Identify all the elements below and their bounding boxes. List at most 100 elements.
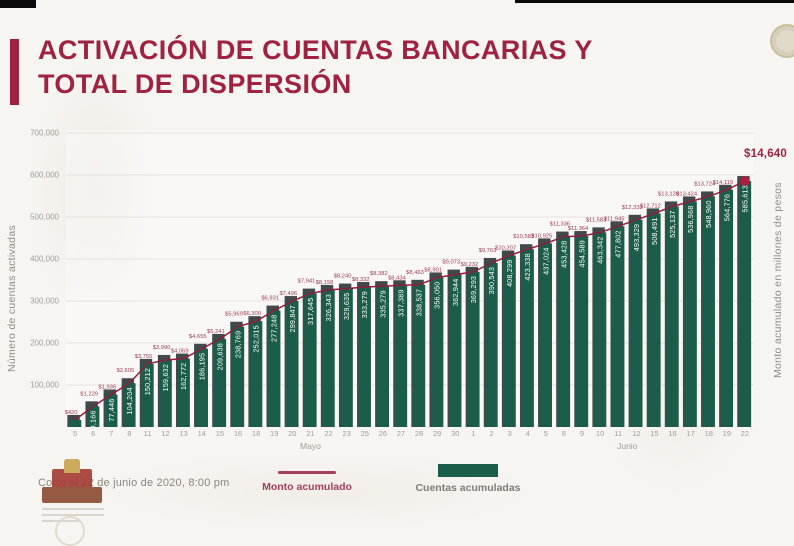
- bar-value-label: 338,537: [415, 289, 424, 316]
- x-axis-tick-label: 29: [433, 429, 441, 438]
- monto-point-label: $2,605: [117, 368, 135, 374]
- monto-point-label: $13,128: [658, 191, 679, 197]
- y-axis-tick-label: 400,000: [30, 255, 59, 264]
- bar-cuentas: [231, 326, 245, 427]
- bar-value-label: 238,769: [234, 331, 243, 358]
- monto-point-label: $6,300: [243, 311, 261, 317]
- monto-point-label: $8,240: [334, 274, 352, 280]
- page-title: ACTIVACIÓN DE CUENTAS BANCARIAS Y TOTAL D…: [38, 34, 698, 102]
- x-axis-tick-label: 11: [614, 429, 622, 438]
- bar-cuentas: [575, 236, 589, 427]
- bar-cuentas: [467, 271, 480, 427]
- monto-point-label: $4,655: [189, 334, 207, 340]
- x-axis-tick-label: 7: [109, 429, 113, 438]
- monto-line: [74, 180, 746, 421]
- bar-cuentas: [177, 358, 190, 427]
- x-axis-tick-label: 22: [741, 429, 749, 438]
- bar-cuentas: [430, 277, 444, 427]
- x-axis-tick-label: 14: [198, 429, 206, 438]
- x-axis-tick-label: 1: [471, 429, 475, 438]
- x-axis-tick-label: 20: [288, 429, 296, 438]
- y-axis-label-right: Monto acumulado en millones de pesos: [772, 182, 784, 378]
- x-axis-tick-label: 12: [161, 429, 169, 438]
- monto-point-label: $9,763: [479, 248, 497, 254]
- x-axis-tick-label: 9: [580, 429, 584, 438]
- bar-cuentas: [249, 321, 263, 427]
- monto-point-label: $8,332: [352, 277, 370, 283]
- bar-cuentas: [159, 359, 172, 427]
- monto-point-label: $5,969: [225, 312, 243, 318]
- monto-point-label: $1,936: [98, 384, 116, 390]
- monto-point-label: $10,925: [531, 233, 552, 239]
- x-axis-tick-label: 5: [544, 429, 548, 438]
- x-axis-tick-label: 26: [379, 429, 387, 438]
- bar-value-label: 362,944: [451, 279, 460, 306]
- bar-cuentas: [738, 181, 752, 427]
- bar-value-label: 299,847: [288, 305, 297, 332]
- x-axis-tick-label: 19: [270, 429, 278, 438]
- x-axis-tick-label: 18: [705, 429, 713, 438]
- x-axis-tick-label: 21: [306, 429, 314, 438]
- x-axis-tick-label: 5: [73, 429, 77, 438]
- x-axis-tick-label: 3: [507, 429, 511, 438]
- bar-value-label: 463,342: [596, 236, 605, 263]
- x-axis-tick-label: 27: [397, 429, 405, 438]
- bar-value-label: 564,776: [722, 194, 731, 221]
- bar-cuentas: [141, 363, 154, 427]
- bar-value-label: 356,050: [433, 281, 442, 308]
- monto-point-label: $9,073: [442, 260, 460, 266]
- bar-value-label: 508,491: [650, 217, 659, 244]
- bar-cuentas: [449, 274, 462, 427]
- bar-cuentas: [648, 213, 661, 427]
- bar-value-label: 369,293: [469, 276, 478, 303]
- bar-value-label: 317,645: [306, 298, 315, 325]
- x-axis-tick-label: 15: [216, 429, 224, 438]
- bar-cuentas: [123, 383, 136, 427]
- government-seal-icon: [770, 24, 794, 58]
- bar-value-label: 525,137: [668, 210, 677, 237]
- video-artifact-top-left: [0, 0, 36, 8]
- legend-label-monto: Monto acumulado: [262, 481, 352, 493]
- monto-point-label: $12,333: [622, 205, 643, 211]
- bar-cuentas: [394, 285, 408, 427]
- monto-point-label: $11,945: [604, 216, 625, 222]
- bar-cuentas: [105, 394, 118, 427]
- castle-watermark-logo: [40, 453, 104, 503]
- x-axis-tick-label: 16: [234, 429, 242, 438]
- bar-cuentas: [720, 189, 734, 427]
- monto-point-label: $1,229: [80, 391, 98, 397]
- castle-logo-dome: [64, 459, 80, 473]
- monto-point-label: $13,724: [694, 181, 716, 187]
- bar-value-label: 493,329: [632, 224, 641, 251]
- cuentas-bar-swatch: [438, 464, 498, 477]
- x-axis-tick-label: 12: [632, 429, 640, 438]
- legend-item-cuentas: Cuentas acumuladas: [413, 464, 523, 494]
- bar-cuentas: [358, 287, 371, 427]
- bar-value-label: 333,279: [360, 291, 369, 318]
- x-axis-tick-label: 8: [562, 429, 566, 438]
- y-axis-label-left: Número de cuentas activadas: [6, 224, 18, 372]
- monto-point-label: $10,207: [495, 246, 516, 252]
- bar-value-label: 337,389: [396, 289, 405, 316]
- bar-cuentas: [340, 288, 353, 427]
- bar-cuentas: [612, 226, 625, 427]
- x-axis-tick-label: 8: [127, 429, 131, 438]
- bar-value-label: 477,802: [614, 230, 623, 257]
- monto-point-label: $7,496: [279, 291, 297, 297]
- watermark-ring-icon: [55, 516, 85, 546]
- bar-value-label: 252,015: [252, 325, 261, 352]
- monto-point-label: $12,712: [640, 203, 661, 209]
- bar-cuentas: [213, 338, 227, 427]
- bar-value-label: 536,968: [686, 205, 695, 232]
- title-accent-bar: [10, 39, 19, 105]
- y-axis-tick-label: 100,000: [30, 381, 59, 390]
- bar-value-label: 329,635: [342, 293, 351, 320]
- y-axis-tick-label: 200,000: [30, 339, 59, 348]
- bar-value-label: 548,960: [704, 200, 713, 227]
- monto-point-label: $8,382: [370, 271, 388, 277]
- final-total-annotation: $14,640: [744, 148, 787, 160]
- bar-value-label: 209,638: [215, 343, 224, 370]
- x-axis-tick-label: 16: [668, 429, 676, 438]
- monto-point-label: $11,583: [586, 217, 607, 223]
